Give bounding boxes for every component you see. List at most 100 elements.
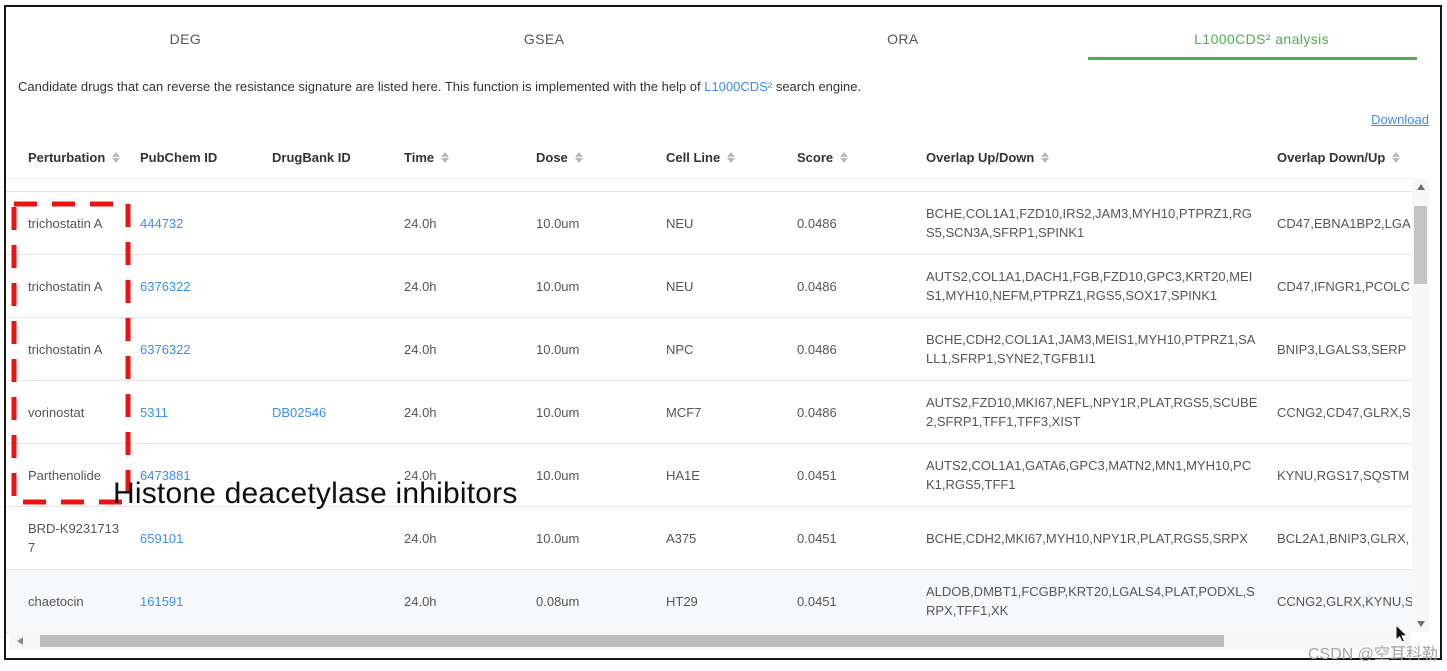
cell-score: 0.0486 — [797, 404, 837, 420]
pubchem_id-link[interactable]: 5311 — [140, 404, 168, 420]
sort-icon — [574, 151, 583, 163]
description-prefix: Candidate drugs that can reverse the res… — [18, 79, 705, 94]
tab-bar: DEG GSEA ORA L1000CDS² analysis — [6, 20, 1441, 60]
table-row: BRD-K92317137 659101 24.0h 10.0um A375 0.0451… — [6, 507, 1412, 570]
cell-overlap_up_down: BCHE,CDH2,COL1A1,JAM3,MEIS1,MYH10,PTPRZ1… — [926, 332, 1256, 366]
cell-dose: 10.0um — [536, 467, 580, 483]
pubchem_id-link[interactable]: 444732 — [140, 215, 184, 231]
cell-dose: 10.0um — [536, 341, 580, 357]
scroll-left-button[interactable] — [9, 632, 31, 650]
sort-icon — [112, 151, 121, 163]
cell-overlap_down_up: KYNU,RGS17,SQSTM — [1277, 467, 1410, 483]
table-row: trichostatin A 6376322 24.0h 10.0um NEU 0.048… — [6, 255, 1412, 318]
scroll-up-icon — [1416, 184, 1425, 190]
cell-pubchem_id: 161591 — [140, 592, 272, 611]
column-header-label: Score — [797, 149, 834, 165]
column-header-label: Time — [404, 149, 435, 165]
cell-overlap_up_down: AUTS2,FZD10,MKI67,NEFL,NPY1R,PLAT,RGS5,S… — [926, 395, 1258, 429]
cell-score: 0.0451 — [797, 530, 837, 546]
column-header-overlap_down_up[interactable]: Overlap Down/Up — [1277, 150, 1447, 165]
cell-overlap_up_down: BCHE,COL1A1,FZD10,IRS2,JAM3,MYH10,PTPRZ1… — [926, 206, 1252, 240]
sort-icon — [1041, 151, 1050, 163]
cell-time: 24.0h — [404, 341, 437, 357]
horizontal-scrollbar-thumb[interactable] — [40, 635, 1224, 647]
cell-overlap_up_down: ALDOB,DMBT1,FCGBP,KRT20,LGALS4,PLAT,PODX… — [926, 584, 1255, 618]
column-header-label: Overlap Down/Up — [1277, 149, 1386, 165]
scroll-down-button[interactable] — [1412, 616, 1429, 632]
annotation-label: Histone deacetylase inhibitors — [113, 477, 518, 510]
cell-perturbation: BRD-K92317137 — [28, 521, 120, 555]
cell-perturbation: trichostatin A — [28, 278, 103, 294]
cell-time: 24.0h — [404, 593, 437, 609]
cell-dose: 10.0um — [536, 530, 580, 546]
cell-time: 24.0h — [404, 467, 437, 483]
table-row: chaetocin 161591 24.0h 0.08um HT29 0.0451 ALDO… — [6, 570, 1412, 633]
cell-drugbank_id: DB02546 — [272, 403, 404, 422]
cell-time: 24.0h — [404, 404, 437, 420]
column-header-label: Dose — [536, 149, 568, 165]
description-text: Candidate drugs that can reverse the res… — [18, 79, 861, 94]
column-header-label: Overlap Up/Down — [926, 149, 1035, 165]
download-link[interactable]: Download — [1371, 112, 1429, 127]
drugbank_id-link[interactable]: DB02546 — [272, 404, 327, 420]
table-row: trichostatin A 444732 24.0h 10.0um NEU 0.0486… — [6, 192, 1412, 255]
column-header-perturbation[interactable]: Perturbation — [28, 150, 140, 165]
column-header-cell_line[interactable]: Cell Line — [666, 150, 797, 165]
partial-scrolled-row — [6, 179, 1412, 192]
cell-pubchem_id: 6376322 — [140, 277, 272, 296]
cell-overlap_up_down: AUTS2,COL1A1,GATA6,GPC3,MATN2,MN1,MYH10,… — [926, 458, 1252, 492]
cell-overlap_down_up: CD47,IFNGR1,PCOLC — [1277, 278, 1410, 294]
cell-perturbation: trichostatin A — [28, 215, 103, 231]
cell-overlap_down_up: CCNG2,GLRX,KYNU,S — [1277, 593, 1412, 609]
l1000cds-link[interactable]: L1000CDS² — [704, 79, 773, 94]
cell-cell_line: NEU — [666, 215, 694, 231]
cell-overlap_down_up: BNIP3,LGALS3,SERP — [1277, 341, 1407, 357]
cell-pubchem_id: 5311 — [140, 403, 272, 422]
pubchem_id-link[interactable]: 6376322 — [140, 341, 191, 357]
column-header-time[interactable]: Time — [404, 150, 536, 165]
table-row: Parthenolide 6473881 24.0h 10.0um HA1E 0.0451… — [6, 444, 1412, 507]
cell-pubchem_id: 659101 — [140, 529, 272, 548]
table-row: vorinostat 5311 DB02546 24.0h 10.0um MCF7 0.04… — [6, 381, 1412, 444]
pubchem_id-link[interactable]: 6376322 — [140, 278, 191, 294]
pubchem_id-link[interactable]: 659101 — [140, 530, 184, 546]
table-row: trichostatin A 6376322 24.0h 10.0um NPC 0.048… — [6, 318, 1412, 381]
pubchem_id-link[interactable]: 161591 — [140, 593, 184, 609]
cell-overlap_up_down: BCHE,CDH2,MKI67,MYH10,NPY1R,PLAT,RGS5,SR… — [926, 530, 1248, 546]
cell-dose: 10.0um — [536, 404, 580, 420]
tab-gsea[interactable]: GSEA — [523, 31, 565, 47]
cell-pubchem_id: 6473881 — [140, 466, 272, 485]
cell-cell_line: A375 — [666, 530, 697, 546]
cell-overlap_down_up: BCL2A1,BNIP3,GLRX, — [1277, 530, 1410, 546]
tab-l1000cds-analysis[interactable]: L1000CDS² analysis — [1082, 20, 1441, 60]
column-header-label: PubChem ID — [140, 149, 218, 165]
column-header-label: Cell Line — [666, 149, 721, 165]
cell-overlap_up_down: AUTS2,COL1A1,DACH1,FGB,FZD10,GPC3,KRT20,… — [926, 269, 1253, 303]
column-header-pubchem_id: PubChem ID — [140, 150, 272, 165]
cell-score: 0.0451 — [797, 593, 837, 609]
column-header-dose[interactable]: Dose — [536, 150, 666, 165]
horizontal-scrollbar[interactable] — [9, 632, 1411, 650]
cell-perturbation: vorinostat — [28, 404, 85, 420]
vertical-scrollbar[interactable] — [1412, 179, 1429, 632]
cell-score: 0.0451 — [797, 467, 837, 483]
pubchem_id-link[interactable]: 6473881 — [140, 467, 191, 483]
table-header-row: Perturbation PubChem ID DrugBank ID Time Dos… — [6, 138, 1412, 176]
column-header-overlap_up_down[interactable]: Overlap Up/Down — [926, 150, 1277, 165]
cell-dose: 10.0um — [536, 278, 580, 294]
vertical-scrollbar-thumb[interactable] — [1414, 206, 1427, 284]
cell-time: 24.0h — [404, 215, 437, 231]
cell-pubchem_id: 6376322 — [140, 340, 272, 359]
cell-pubchem_id: 444732 — [140, 214, 272, 233]
sort-icon — [727, 151, 736, 163]
cell-cell_line: NPC — [666, 341, 694, 357]
scroll-up-button[interactable] — [1412, 179, 1429, 195]
cell-cell_line: HT29 — [666, 593, 698, 609]
cell-overlap_down_up: CCNG2,CD47,GLRX,S — [1277, 404, 1411, 420]
column-header-score[interactable]: Score — [797, 150, 926, 165]
tab-ora[interactable]: ORA — [887, 31, 919, 47]
sort-icon — [441, 151, 450, 163]
cell-time: 24.0h — [404, 530, 437, 546]
tab-deg[interactable]: DEG — [169, 31, 202, 47]
cell-overlap_down_up: CD47,EBNA1BP2,LGA — [1277, 215, 1411, 231]
